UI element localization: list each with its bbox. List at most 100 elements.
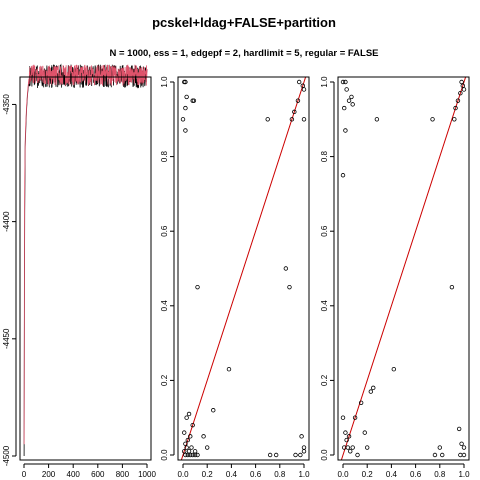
scatter-point xyxy=(371,385,376,391)
y-tick-label: 0.2 xyxy=(320,374,329,386)
scatter-point xyxy=(343,79,348,85)
scatter-point xyxy=(346,434,352,439)
scatter-point xyxy=(452,117,457,122)
scatter-point xyxy=(265,117,270,122)
x-tick-label: 800 xyxy=(116,470,130,479)
scatter-point xyxy=(340,79,346,85)
scatter-point xyxy=(183,441,188,447)
scatter-point xyxy=(459,441,464,447)
scatter-point xyxy=(192,452,198,458)
scatter-panel-1: 0.0 0.2 0.4 0.6 0.8 1.0 0.0 0.2 0.4 0.6 0.8 1.0 xyxy=(160,76,310,479)
scatter-point xyxy=(183,79,188,85)
scatter-point xyxy=(292,109,297,115)
scatter-point xyxy=(191,98,197,103)
scatter-point xyxy=(186,449,192,454)
scatter-point xyxy=(453,105,458,111)
scatter-point xyxy=(299,434,304,439)
scatter-point xyxy=(350,445,355,450)
scatter-point xyxy=(348,449,353,454)
scatter-point xyxy=(283,266,289,271)
scatter-point xyxy=(344,437,349,443)
scatter-point xyxy=(355,452,360,458)
scatter-point xyxy=(201,434,206,439)
x-tick-label: 600 xyxy=(91,470,105,479)
scatter-point xyxy=(182,430,187,435)
scatter-point xyxy=(188,434,193,439)
scatter-point xyxy=(185,452,191,458)
scatter-point xyxy=(449,284,455,290)
scatter-point xyxy=(340,173,346,178)
scatter-point xyxy=(459,79,464,85)
scatter-point xyxy=(349,94,354,100)
scatter-point xyxy=(362,430,367,435)
x-tick-label: 0.6 xyxy=(250,470,262,479)
scatter-point xyxy=(301,449,307,454)
scatter-point xyxy=(300,83,305,88)
x-tick-label: 1.0 xyxy=(298,470,310,479)
scatter-point xyxy=(432,452,438,458)
scatter-point xyxy=(456,426,462,432)
trace-series-red xyxy=(23,64,148,445)
scatter-point xyxy=(461,445,467,450)
scatter-point xyxy=(185,437,191,443)
scatter-point xyxy=(455,98,461,103)
x-tick-label: 0.8 xyxy=(274,470,286,479)
scatter-point xyxy=(340,415,346,420)
y-tick-label: -4350 xyxy=(2,94,11,115)
x-tick-label: 200 xyxy=(42,470,56,479)
x-tick-label: 0.8 xyxy=(434,470,446,479)
scatter-point xyxy=(301,445,307,450)
scatter-panel-2: 0.0 0.2 0.4 0.6 0.8 1.0 0.0 0.2 0.4 0.6 0.8 1.0 xyxy=(320,76,470,479)
scatter-point xyxy=(461,87,467,92)
scatter-point xyxy=(368,389,374,394)
scatter-point xyxy=(437,445,442,450)
scatter-point xyxy=(298,452,303,458)
x-tick-label: 0.0 xyxy=(337,470,349,479)
scatter-point xyxy=(345,445,351,450)
scatter-point xyxy=(183,128,188,133)
plot-frame xyxy=(177,76,310,461)
scatter-point xyxy=(183,452,188,458)
x-tick-label: 1000 xyxy=(138,470,156,479)
y-tick-label: -4500 xyxy=(2,445,11,466)
scatter-point xyxy=(211,408,216,413)
x-tick-label: 0.6 xyxy=(410,470,422,479)
scatter-point xyxy=(458,90,463,96)
y-tick-label: 0.6 xyxy=(320,225,329,237)
scatter-point xyxy=(358,400,364,405)
figure-subtitle: N = 1000, ess = 1, edgepf = 2, hardlimit… xyxy=(109,48,378,59)
scatter-point xyxy=(342,105,347,111)
scatter-point xyxy=(430,117,435,122)
scatter-point xyxy=(344,87,349,92)
scatter-point xyxy=(183,105,188,111)
x-tick-label: 0.4 xyxy=(226,470,238,479)
y-tick-label: 0.8 xyxy=(160,150,169,162)
scatter-point xyxy=(343,430,348,435)
diagonal-reference-line xyxy=(180,77,307,460)
scatter-point xyxy=(190,452,195,458)
scatter-point xyxy=(195,452,200,458)
scatter-point xyxy=(226,367,232,372)
scatter-point xyxy=(350,102,355,107)
trace-series-black xyxy=(23,63,148,457)
y-tick-label: -4400 xyxy=(2,211,11,232)
y-tick-label: 0.8 xyxy=(320,150,329,162)
x-tick-label: 0.2 xyxy=(202,470,214,479)
y-tick-label: 0.4 xyxy=(160,300,169,312)
x-tick-label: 0.4 xyxy=(386,470,398,479)
x-tick-label: 0.2 xyxy=(362,470,374,479)
y-tick-label: -4450 xyxy=(2,328,11,349)
scatter-point xyxy=(267,452,273,458)
x-tick-label: 1.0 xyxy=(458,470,470,479)
scatter-point xyxy=(461,452,467,458)
scatter-point xyxy=(184,445,189,450)
scatter-point xyxy=(301,87,307,92)
scatter-point xyxy=(184,415,189,420)
scatter-point xyxy=(189,445,194,450)
x-tick-label: 400 xyxy=(67,470,81,479)
scatter-point xyxy=(186,411,192,417)
scatter-point xyxy=(440,452,445,458)
scatter-point xyxy=(190,422,195,428)
figure-title: pcskel+ldag+FALSE+partition xyxy=(152,15,336,30)
